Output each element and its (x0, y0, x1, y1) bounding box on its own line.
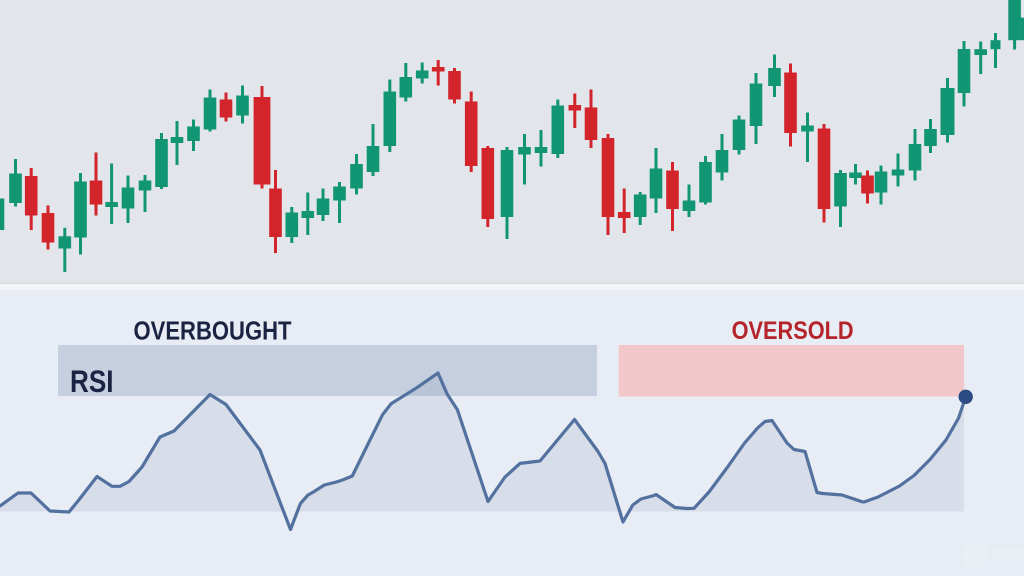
svg-text:RSI: RSI (70, 363, 114, 399)
svg-text:OVERSOLD: OVERSOLD (732, 317, 854, 345)
svg-text:OVERBOUGHT: OVERBOUGHT (134, 318, 292, 346)
